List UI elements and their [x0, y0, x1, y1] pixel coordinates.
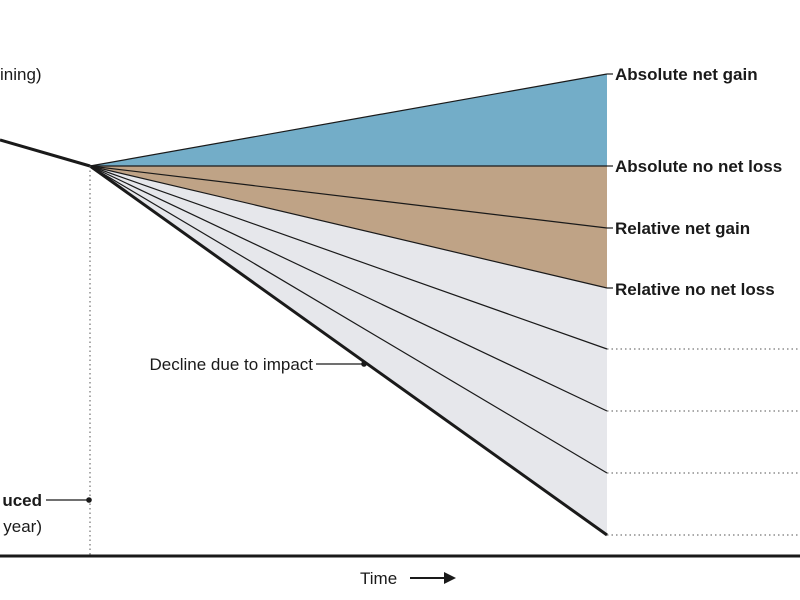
relative-net-gain-label: Relative net gain — [615, 219, 750, 238]
bottom-left-label-dot — [86, 497, 92, 503]
bottom-left-label-line2: year) — [3, 517, 42, 536]
trajectory-line-5 — [89, 165, 608, 350]
absolute-no-net-loss-label: Absolute no net loss — [615, 157, 782, 176]
decline-due-to-impact-label: Decline due to impact — [150, 355, 314, 374]
relative-net-gain-line — [89, 165, 608, 229]
top-left-label: ining) — [0, 65, 42, 84]
time-arrow-icon — [444, 572, 456, 584]
trajectory-line-6 — [89, 165, 608, 412]
absolute-net-gain-line — [89, 73, 608, 167]
x-axis-label: Time — [360, 569, 397, 588]
relative-no-net-loss-line — [89, 165, 608, 289]
relative-no-net-loss-label: Relative no net loss — [615, 280, 775, 299]
bottom-left-label-line1: uced — [2, 491, 42, 510]
decline-due-to-impact-line — [89, 164, 608, 537]
baseline-trend-line — [0, 138, 91, 168]
absolute-net-gain-label: Absolute net gain — [615, 65, 758, 84]
trajectory-line-7 — [89, 165, 608, 474]
decline-label-dot — [361, 361, 367, 367]
